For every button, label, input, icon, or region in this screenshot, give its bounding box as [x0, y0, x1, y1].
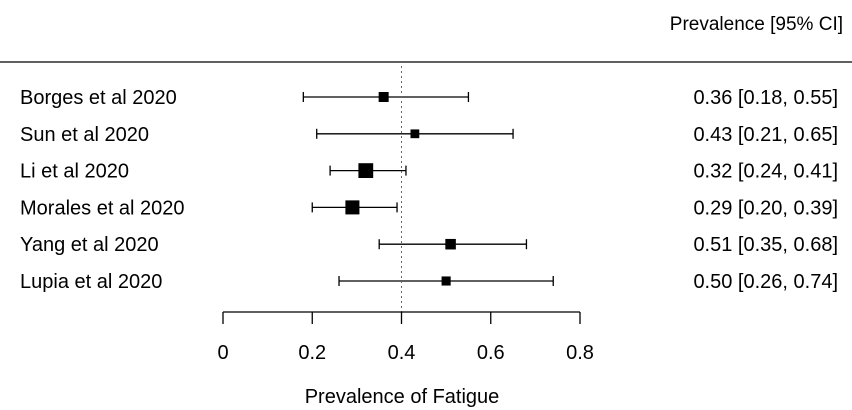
estimate-label: 0.29 [0.20, 0.39]: [693, 197, 838, 219]
point-estimate: [445, 238, 456, 250]
study-row: Lupia et al 2020 0.50 [0.26, 0.74]: [20, 271, 838, 293]
x-axis-title: Prevalence of Fatigue: [305, 386, 500, 408]
study-label: Lupia et al 2020: [20, 271, 162, 293]
estimate-label: 0.32 [0.24, 0.41]: [693, 161, 838, 183]
estimate-label: 0.50 [0.26, 0.74]: [693, 271, 838, 293]
point-estimate: [410, 129, 420, 139]
point-estimate: [358, 163, 374, 178]
x-tick-label: 0.8: [566, 342, 594, 364]
point-estimate: [345, 200, 360, 215]
estimate-label: 0.36 [0.18, 0.55]: [693, 87, 838, 109]
x-tick-label: 0.2: [298, 342, 326, 364]
point-estimate: [378, 92, 389, 102]
study-row: Yang et al 2020 0.51 [0.35, 0.68]: [20, 234, 838, 256]
study-row: Morales et al 2020 0.29 [0.20, 0.39]: [20, 197, 838, 219]
study-label: Borges et al 2020: [20, 87, 177, 109]
study-label: Morales et al 2020: [20, 197, 185, 219]
estimate-label: 0.43 [0.21, 0.65]: [693, 124, 838, 146]
study-label: Li et al 2020: [20, 161, 129, 183]
x-axis: 0 0.2 0.4 0.6 0.8: [217, 311, 594, 364]
study-row: Borges et al 2020 0.36 [0.18, 0.55]: [20, 87, 838, 109]
study-rows: Borges et al 2020 0.36 [0.18, 0.55] Sun et…: [20, 87, 838, 293]
estimate-label: 0.51 [0.35, 0.68]: [693, 234, 838, 256]
point-estimate: [441, 276, 451, 286]
x-tick-label: 0: [217, 342, 228, 364]
x-tick-label: 0.4: [388, 342, 416, 364]
study-label: Yang et al 2020: [20, 234, 159, 256]
column-header: Prevalence [95% CI]: [670, 14, 843, 35]
study-label: Sun et al 2020: [20, 124, 149, 146]
x-tick-label: 0.6: [477, 342, 505, 364]
study-row: Sun et al 2020 0.43 [0.21, 0.65]: [20, 124, 838, 146]
study-row: Li et al 2020 0.32 [0.24, 0.41]: [20, 161, 838, 183]
